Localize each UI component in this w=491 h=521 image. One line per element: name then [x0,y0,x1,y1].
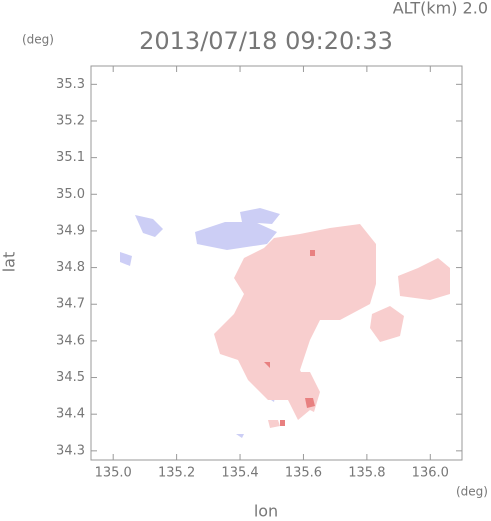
y-tick-label: 34.4 [56,407,85,422]
y-tick-label: 34.9 [56,223,85,238]
subtitle: ALT(km) 2.0 [393,0,488,18]
y-tick-label: 35.3 [56,77,85,92]
y-unit: (deg) [22,33,54,47]
x-tick-label: 135.2 [158,466,195,481]
x-tick-label: 135.6 [285,466,322,481]
plot-frame [90,65,463,461]
echo-field [120,208,450,438]
x-tick-label: 135.0 [95,466,132,481]
y-tick-label: 35.2 [56,113,85,128]
x-tick-label: 135.4 [221,466,258,481]
y-tick-label: 34.8 [56,260,85,275]
approaching-echo [120,208,292,438]
x-axis-label: lon [254,502,278,521]
y-axis-label: lat [0,252,19,273]
y-tick-label: 35.1 [56,150,85,165]
y-tick-label: 35.0 [56,187,85,202]
x-unit: (deg) [456,485,488,499]
x-tick-label: 136.0 [412,466,449,481]
y-tick-label: 34.3 [56,443,85,458]
y-tick-label: 34.7 [56,297,85,312]
chart-title: 2013/07/18 09:20:33 [139,27,393,55]
y-tick-label: 34.6 [56,333,85,348]
y-tick-label: 34.5 [56,370,85,385]
receding-echo [214,224,450,428]
x-tick-label: 135.8 [348,466,385,481]
